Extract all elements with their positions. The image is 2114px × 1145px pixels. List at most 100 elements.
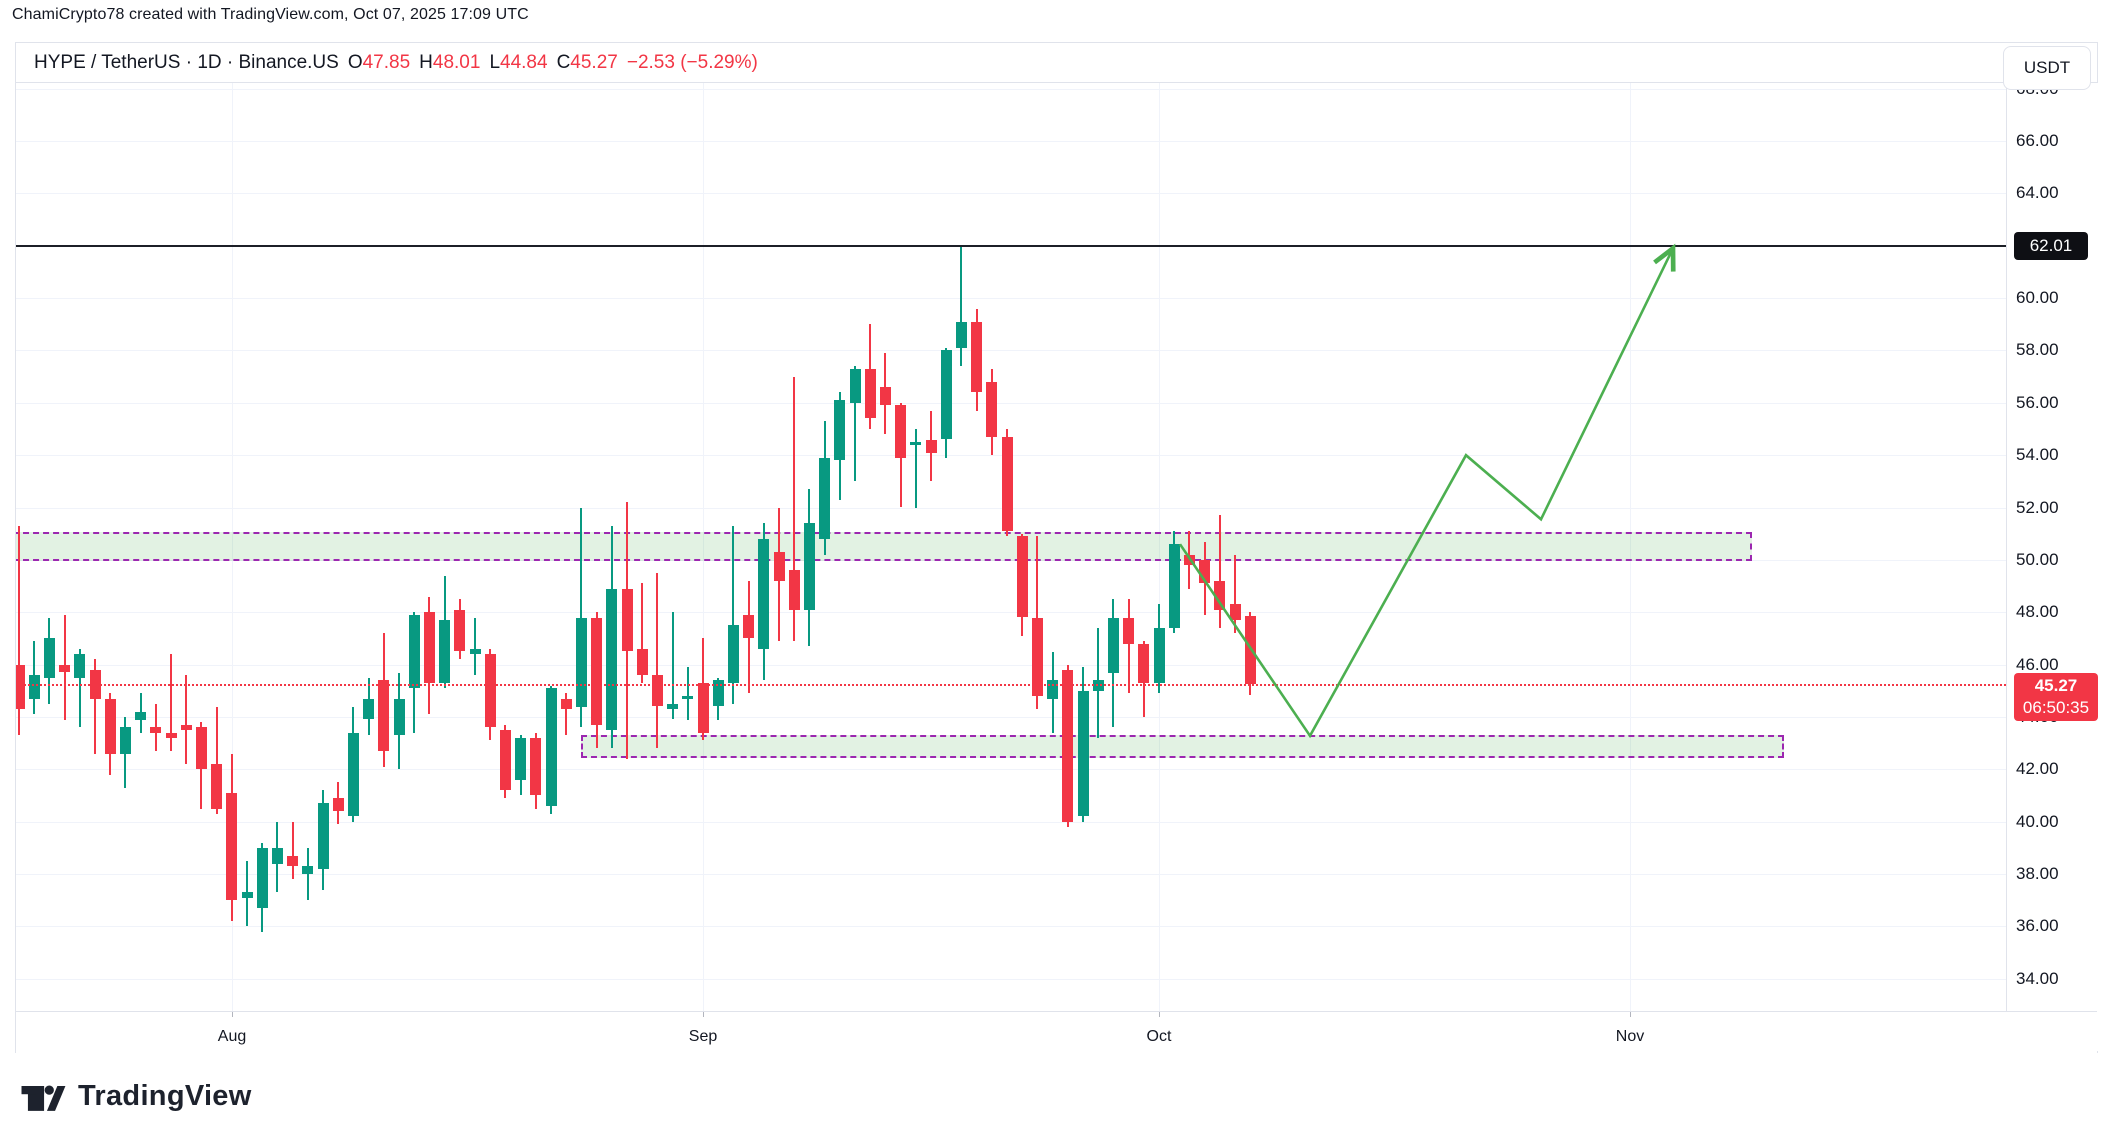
v-gridline xyxy=(232,83,233,1051)
candle[interactable] xyxy=(104,698,116,754)
supply-zone[interactable] xyxy=(16,532,1752,562)
candle[interactable] xyxy=(302,866,314,875)
candle[interactable] xyxy=(1001,436,1013,531)
candle[interactable] xyxy=(59,664,71,673)
candle-wick xyxy=(732,525,735,704)
h-gridline xyxy=(16,350,2006,352)
candle[interactable] xyxy=(743,614,755,639)
time-axis-label[interactable]: Oct xyxy=(1146,1028,1172,1045)
chart-pane[interactable] xyxy=(16,83,2006,1051)
candle[interactable] xyxy=(317,803,329,869)
candle[interactable] xyxy=(667,703,679,710)
time-axis[interactable]: Aug Sep Oct Nov xyxy=(16,1011,2097,1054)
candle[interactable] xyxy=(1168,544,1180,628)
candle[interactable] xyxy=(651,675,663,707)
candle[interactable] xyxy=(150,727,162,733)
candle[interactable] xyxy=(1016,536,1028,618)
candle[interactable] xyxy=(180,724,192,730)
candle[interactable] xyxy=(393,698,405,736)
price-axis-label: 50.00 xyxy=(2016,549,2059,569)
candle[interactable] xyxy=(378,680,390,751)
candle[interactable] xyxy=(499,730,511,791)
candle[interactable] xyxy=(1077,690,1089,817)
candle[interactable] xyxy=(211,764,223,809)
candle[interactable] xyxy=(43,638,55,678)
candle[interactable] xyxy=(1123,617,1135,644)
candle[interactable] xyxy=(439,620,451,683)
time-axis-label[interactable]: Nov xyxy=(1615,1028,1645,1045)
candle[interactable] xyxy=(545,688,557,806)
candle[interactable] xyxy=(1229,604,1241,621)
candle[interactable] xyxy=(864,368,876,419)
demand-zone[interactable] xyxy=(581,735,1784,758)
candle[interactable] xyxy=(530,737,542,796)
candle[interactable] xyxy=(895,405,907,458)
candle[interactable] xyxy=(910,442,922,445)
candle[interactable] xyxy=(484,654,496,728)
candle[interactable] xyxy=(758,538,770,649)
candle[interactable] xyxy=(347,732,359,817)
candle[interactable] xyxy=(135,711,147,720)
candle[interactable] xyxy=(1047,680,1059,699)
candle[interactable] xyxy=(971,321,983,393)
candle[interactable] xyxy=(940,350,952,440)
tradingview-logo[interactable]: TradingView xyxy=(20,1080,252,1113)
candle[interactable] xyxy=(697,682,709,733)
candle[interactable] xyxy=(955,321,967,348)
candle[interactable] xyxy=(226,792,238,901)
candle[interactable] xyxy=(1214,580,1226,610)
price-axis-label: 56.00 xyxy=(2016,392,2059,412)
candle[interactable] xyxy=(712,680,724,707)
candle[interactable] xyxy=(606,588,618,731)
time-axis-label[interactable]: Sep xyxy=(688,1028,718,1045)
candle[interactable] xyxy=(256,847,268,909)
candle[interactable] xyxy=(332,798,344,812)
candle-wick xyxy=(580,507,583,728)
candle[interactable] xyxy=(165,732,177,738)
candle[interactable] xyxy=(879,387,891,406)
candle[interactable] xyxy=(1107,617,1119,673)
candle[interactable] xyxy=(925,439,937,453)
candle[interactable] xyxy=(515,737,527,780)
candle[interactable] xyxy=(834,400,846,461)
candle[interactable] xyxy=(773,552,785,581)
candle[interactable] xyxy=(195,727,207,770)
candle[interactable] xyxy=(1062,669,1074,822)
candle[interactable] xyxy=(423,612,435,683)
candle[interactable] xyxy=(74,654,86,678)
candle[interactable] xyxy=(560,698,572,710)
candle[interactable] xyxy=(454,609,466,652)
resistance-level-line[interactable] xyxy=(16,244,2006,247)
candle[interactable] xyxy=(408,614,420,689)
candle[interactable] xyxy=(469,648,481,655)
candle[interactable] xyxy=(1138,643,1150,683)
candle[interactable] xyxy=(575,617,587,707)
candle[interactable] xyxy=(271,847,283,864)
candle[interactable] xyxy=(591,617,603,725)
candle[interactable] xyxy=(1199,559,1211,584)
price-axis[interactable]: 34.0036.0038.0040.0042.0044.0046.0048.00… xyxy=(2006,79,2098,1051)
candle[interactable] xyxy=(363,698,375,720)
candle[interactable] xyxy=(819,457,831,539)
candle[interactable] xyxy=(986,381,998,437)
candle[interactable] xyxy=(682,696,694,699)
candle[interactable] xyxy=(803,523,815,610)
candle[interactable] xyxy=(849,368,861,403)
candle[interactable] xyxy=(621,588,633,652)
candle[interactable] xyxy=(788,570,800,610)
candle[interactable] xyxy=(28,675,40,699)
h-gridline xyxy=(16,821,2006,823)
candle[interactable] xyxy=(16,664,25,710)
candle-wick xyxy=(306,847,309,901)
candle[interactable] xyxy=(727,625,739,683)
projection-arrow[interactable] xyxy=(16,83,2006,1051)
candle[interactable] xyxy=(287,855,299,867)
time-axis-label[interactable]: Aug xyxy=(217,1028,247,1045)
candle[interactable] xyxy=(636,648,648,676)
symbol-title[interactable]: HYPE / TetherUS · 1D · Binance.US xyxy=(34,51,339,73)
candle[interactable] xyxy=(1153,627,1165,683)
candle[interactable] xyxy=(1031,617,1043,696)
currency-toggle-button[interactable]: USDT xyxy=(2003,46,2091,90)
candle[interactable] xyxy=(241,892,253,898)
candle[interactable] xyxy=(119,727,131,754)
